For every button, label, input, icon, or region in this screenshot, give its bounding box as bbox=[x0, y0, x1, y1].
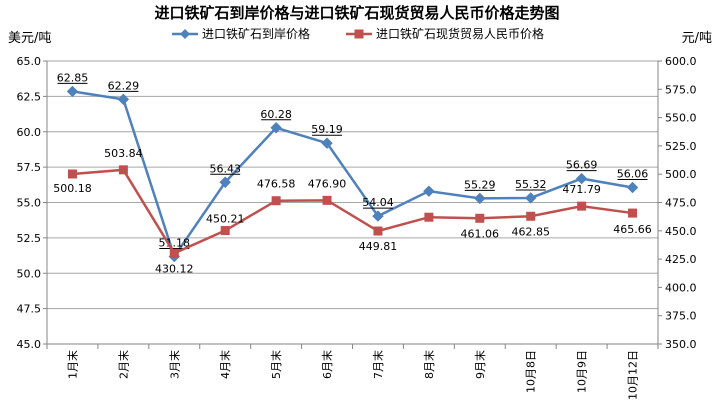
x-tick-label: 10月8日 bbox=[525, 350, 538, 393]
x-tick-label: 6月末 bbox=[320, 350, 334, 379]
data-point-diamond bbox=[474, 192, 486, 205]
gridlines bbox=[47, 60, 658, 345]
left-tick-label: 52.5 bbox=[17, 232, 42, 245]
data-point-diamond bbox=[575, 172, 588, 185]
data-label: 60.28 bbox=[260, 108, 292, 121]
data-label: 62.29 bbox=[108, 79, 140, 92]
left-axis-title: 美元/吨 bbox=[8, 31, 51, 46]
data-point-diamond bbox=[423, 185, 435, 197]
series-line bbox=[72, 90, 633, 260]
left-tick-label: 65.0 bbox=[17, 55, 42, 68]
data-label: 62.85 bbox=[57, 71, 89, 84]
data-point-diamond bbox=[270, 122, 282, 134]
left-tick-label: 55.0 bbox=[17, 197, 42, 210]
data-point-diamond bbox=[626, 181, 639, 194]
data-point-square bbox=[169, 248, 179, 258]
data-point-square bbox=[475, 213, 485, 223]
data-point-square bbox=[67, 169, 77, 179]
x-tick-label: 4月末 bbox=[218, 350, 232, 379]
right-tick-label: 375.0 bbox=[665, 310, 697, 323]
x-tick-label: 1月末 bbox=[65, 350, 79, 379]
left-tick-label: 45.0 bbox=[17, 338, 42, 351]
right-tick-label: 525.0 bbox=[665, 140, 697, 153]
data-point-diamond bbox=[372, 210, 384, 222]
data-label: 55.29 bbox=[464, 178, 496, 191]
legend-label: 进口铁矿石现货贸易人民币价格 bbox=[376, 26, 544, 41]
data-point-square bbox=[526, 211, 536, 221]
data-point-diamond bbox=[66, 85, 79, 98]
data-point-diamond bbox=[321, 137, 333, 149]
left-tick-label: 47.5 bbox=[17, 303, 42, 316]
data-label: 56.43 bbox=[209, 162, 241, 175]
legend: 进口铁矿石到岸价格 进口铁矿石现货贸易人民币价格 bbox=[172, 26, 544, 41]
data-point-square bbox=[373, 226, 383, 236]
chart-title: 进口铁矿石到岸价格与进口铁矿石现货贸易人民币价格走势图 bbox=[154, 4, 559, 22]
data-point-diamond bbox=[219, 176, 231, 188]
data-point-square bbox=[577, 201, 587, 211]
right-tick-label: 500.0 bbox=[665, 168, 697, 181]
x-tick-label: 5月末 bbox=[269, 350, 283, 379]
data-point-diamond bbox=[525, 192, 537, 204]
x-tick-label: 9月末 bbox=[473, 350, 487, 379]
data-label: 476.58 bbox=[257, 178, 296, 191]
data-label: 449.81 bbox=[359, 240, 398, 253]
left-tick-label: 62.5 bbox=[17, 90, 42, 103]
data-label: 471.79 bbox=[562, 183, 601, 196]
series-usd-price: 62.8562.2951.1856.4360.2859.1954.0455.29… bbox=[57, 71, 649, 263]
right-tick-label: 575.0 bbox=[665, 83, 697, 96]
left-tick-label: 60.0 bbox=[17, 126, 42, 139]
x-tick-label: 2月末 bbox=[116, 350, 130, 379]
data-point-square bbox=[424, 212, 434, 222]
data-label: 59.19 bbox=[311, 123, 343, 136]
left-tick-label: 57.5 bbox=[17, 161, 42, 174]
right-tick-label: 425.0 bbox=[665, 253, 697, 266]
right-tick-label: 550.0 bbox=[665, 112, 697, 125]
right-tick-label: 400.0 bbox=[665, 281, 697, 294]
data-label: 56.69 bbox=[566, 159, 598, 172]
right-tick-label: 350.0 bbox=[665, 338, 697, 351]
data-label: 450.21 bbox=[206, 213, 245, 226]
legend-marker bbox=[180, 29, 190, 39]
left-tick-label: 50.0 bbox=[17, 267, 42, 280]
x-tick-label: 8月末 bbox=[422, 350, 436, 379]
x-tick-label: 10月9日 bbox=[576, 350, 589, 393]
right-axis-title: 元/吨 bbox=[682, 31, 712, 46]
legend-marker bbox=[354, 29, 364, 39]
data-label: 500.18 bbox=[53, 182, 92, 195]
data-point-square bbox=[271, 196, 281, 206]
legend-label: 进口铁矿石到岸价格 bbox=[202, 26, 310, 41]
data-label: 461.06 bbox=[461, 227, 500, 240]
series-rmb-price: 500.18 503.84 430.12 450.21 476.58 476.90 449.… bbox=[53, 147, 652, 275]
data-point-square bbox=[322, 195, 332, 205]
data-point-diamond bbox=[117, 93, 130, 106]
data-point-square bbox=[118, 165, 128, 175]
data-label: 54.04 bbox=[362, 196, 394, 209]
axes: 45.0 47.5 50.0 52.5 55.0 57.5 60.0 62.5 65.0 350.… bbox=[17, 55, 697, 400]
data-label: 56.06 bbox=[617, 168, 649, 181]
x-tick-label: 7月末 bbox=[371, 350, 385, 379]
data-label: 476.90 bbox=[308, 177, 347, 190]
x-tick-label: 3月末 bbox=[167, 350, 181, 379]
data-label: 55.32 bbox=[515, 178, 547, 191]
data-label: 462.85 bbox=[511, 225, 550, 238]
data-point-square bbox=[220, 226, 230, 236]
data-point-square bbox=[628, 208, 638, 218]
series-line bbox=[72, 168, 633, 255]
right-tick-label: 600.0 bbox=[665, 55, 697, 68]
right-tick-label: 475.0 bbox=[665, 197, 697, 210]
data-label: 503.84 bbox=[104, 147, 143, 160]
right-tick-label: 450.0 bbox=[665, 225, 697, 238]
data-label: 465.66 bbox=[613, 223, 652, 236]
plot-area: 62.8562.2951.1856.4360.2859.1954.0455.29… bbox=[53, 71, 652, 275]
data-label: 430.12 bbox=[155, 262, 194, 275]
x-tick-label: 10月12日 bbox=[627, 350, 640, 400]
